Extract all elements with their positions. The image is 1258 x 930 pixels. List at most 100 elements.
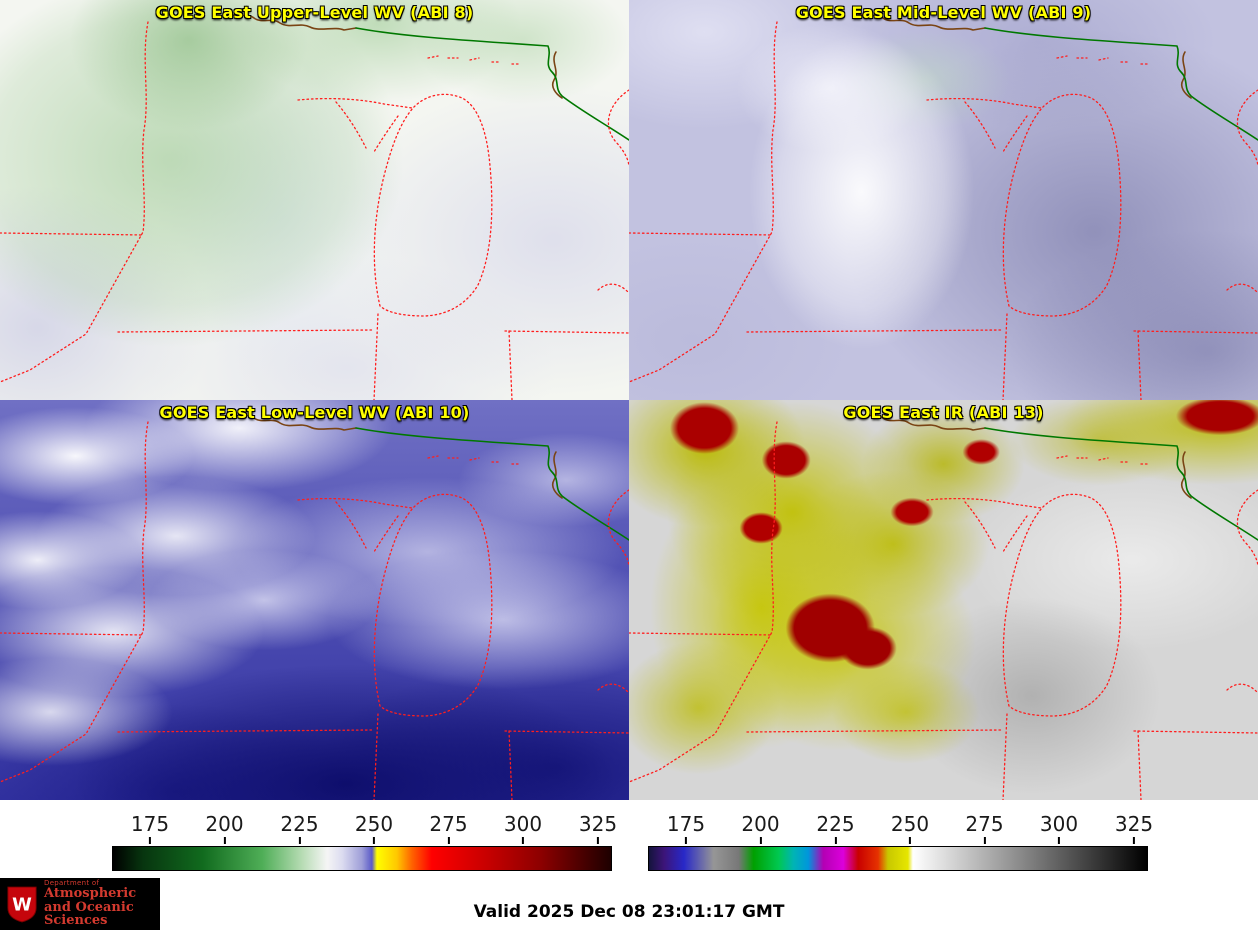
wi-il-border [746,329,1002,333]
panel-low-level-wv: GOES East Low-Level WV (ABI 10) [0,400,629,800]
lake-michigan-outline [1002,93,1122,317]
lake-huron-shore [607,489,629,567]
in-oh-border [508,330,513,400]
tick-label: 225 [816,812,855,844]
canada-border-brown [856,412,986,431]
sault-river-brown [551,451,563,499]
canada-border-green [355,427,629,541]
wisconsin-west-border [0,21,149,383]
door-peninsula [1002,115,1028,153]
il-in-border [373,713,379,800]
upper-level-wv-imagery [0,0,629,400]
tick-label: 250 [890,812,930,844]
tick-label: 225 [280,812,319,844]
wi-il-border [117,729,373,733]
il-in-border [373,313,379,400]
map-overlay-container [629,0,1258,400]
in-oh-border [1137,730,1142,800]
panel-title-ir: GOES East IR (ABI 13) [843,403,1044,422]
tick-label: 250 [354,812,394,844]
map-overlay [0,12,629,400]
wisconsin-west-border [629,21,778,383]
wv-colorbar [112,846,612,871]
wisconsin-west-border [0,421,149,783]
lake-michigan-north-shore [926,497,1042,509]
ir-colorbar-ticks: 175 200 225 250 275 300 325 [648,812,1153,844]
aos-logo: W Department of Atmospheric and Oceanic … [0,878,160,930]
islands [427,455,521,465]
lake-stclair-shore [597,283,629,293]
low-level-wv-imagery [0,400,629,800]
tick-label: 325 [578,812,618,844]
logo-text: Department of Atmospheric and Oceanic Sc… [44,879,160,929]
tick-label: 175 [130,812,170,844]
wisconsin-west-border [629,421,778,783]
map-overlay [0,412,629,800]
lake-michigan-outline [373,93,493,317]
lake-michigan-outline [1002,493,1122,717]
door-peninsula [1002,515,1028,553]
lake-huron-shore [1236,89,1258,167]
wv-colorbar-ticks: 175 200 225 250 275 300 325 [112,812,617,844]
in-oh-border [508,730,513,800]
il-in-border [1002,313,1008,400]
tick-label: 175 [666,812,706,844]
panel-title-mid-wv: GOES East Mid-Level WV (ABI 9) [795,3,1092,22]
tick-label: 325 [1114,812,1154,844]
tick-label: 200 [741,812,780,844]
canada-border-green [984,427,1258,541]
mn-ia-border [629,632,773,636]
wi-il-border [117,329,373,333]
sault-river-brown [551,51,563,99]
tick-label: 200 [205,812,244,844]
canada-border-green [355,27,629,141]
mi-oh-border [504,730,629,734]
lake-huron-shore [607,89,629,167]
wv-colorbar-block: 175 200 225 250 275 300 325 [112,812,617,871]
green-bay-shore [335,501,367,549]
islands [1056,455,1150,465]
logo-line-1: Atmospheric [44,886,137,902]
il-in-border [1002,713,1008,800]
sault-river-brown [1180,451,1192,499]
mi-oh-border [504,330,629,334]
logo-line-2: and Oceanic Sciences [44,899,134,929]
mid-level-wv-imagery [629,0,1258,400]
canada-border-brown [856,12,986,31]
panel-mid-level-wv: GOES East Mid-Level WV (ABI 9) [629,0,1258,400]
ir-imagery [629,400,1258,800]
map-overlay-container [0,0,629,400]
map-overlay-container [0,400,629,800]
canada-border-green [984,27,1258,141]
mn-ia-border [0,632,144,636]
mn-ia-border [0,232,144,236]
map-overlay [629,412,1258,800]
panel-upper-level-wv: GOES East Upper-Level WV (ABI 8) [0,0,629,400]
in-oh-border [1137,330,1142,400]
door-peninsula [373,115,399,153]
tick-label: 275 [965,812,1004,844]
panel-ir: GOES East IR (ABI 13) [629,400,1258,800]
lake-michigan-north-shore [297,97,413,109]
wi-il-border [746,729,1002,733]
islands [427,55,521,65]
colorbar-area: 175 200 225 250 275 300 325 175 200 225 … [0,800,1258,878]
lake-stclair-shore [597,683,629,693]
lake-michigan-north-shore [926,97,1042,109]
uw-crest-icon: W [7,886,37,923]
tick-label: 300 [1039,812,1079,844]
canada-border-brown [227,12,357,31]
sault-river-brown [1180,51,1192,99]
map-overlay-container [629,400,1258,800]
green-bay-shore [964,101,996,149]
crest-letter: W [12,895,32,916]
ir-colorbar [648,846,1148,871]
lake-michigan-north-shore [297,497,413,509]
lake-stclair-shore [1226,683,1258,693]
tick-label: 275 [429,812,468,844]
door-peninsula [373,515,399,553]
canada-border-brown [227,412,357,431]
tick-label: 300 [503,812,543,844]
ir-colorbar-block: 175 200 225 250 275 300 325 [648,812,1153,871]
